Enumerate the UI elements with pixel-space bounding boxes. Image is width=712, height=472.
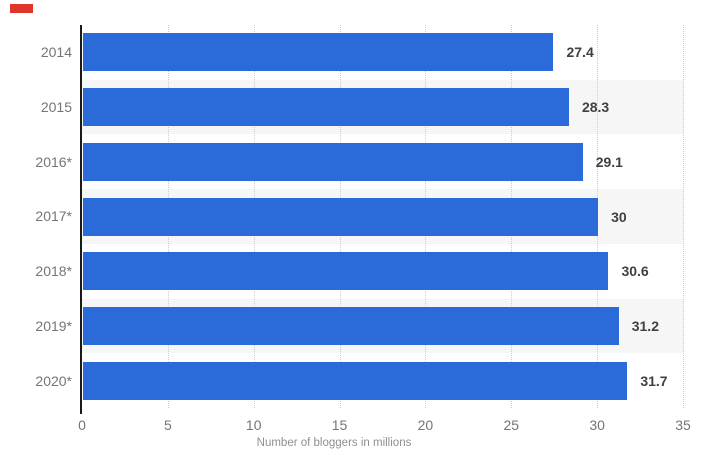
value-label: 31.2	[631, 317, 659, 334]
category-label: 2014	[40, 44, 72, 61]
x-tick-label: 30	[589, 417, 605, 433]
value-label: 29.1	[595, 153, 623, 170]
bar[interactable]	[83, 33, 554, 72]
x-tick-label: 35	[675, 417, 691, 433]
bar[interactable]	[83, 88, 569, 127]
red-marker	[10, 4, 33, 13]
x-tick-label: 25	[503, 417, 520, 433]
value-label: 28.3	[581, 99, 610, 116]
category-label: 2020*	[35, 372, 72, 389]
bar[interactable]	[83, 252, 609, 291]
category-label: 2016*	[35, 153, 72, 170]
bar[interactable]	[83, 306, 619, 345]
plot-area: 2020* 2019* 2018* 2017* 2016* 2015 2014 Number…	[35, 25, 691, 449]
x-tick-label: 10	[245, 417, 262, 433]
value-label: 30	[611, 208, 627, 225]
value-label: 31.7	[640, 372, 668, 389]
gridline	[683, 25, 684, 408]
bar[interactable]	[83, 361, 628, 400]
bar[interactable]	[83, 197, 599, 236]
category-label: 2019*	[35, 317, 72, 334]
y-axis-line	[80, 25, 82, 414]
category-label: 2018*	[35, 263, 72, 280]
category-label: 2015	[40, 99, 72, 116]
bar[interactable]	[83, 142, 583, 181]
x-tick-label: 20	[417, 417, 434, 433]
x-tick-label: 5	[163, 417, 172, 433]
category-label: 2017*	[35, 208, 72, 225]
x-tick-label: 0	[78, 417, 86, 433]
value-label: 27.4	[566, 44, 594, 61]
x-tick-label: 15	[331, 417, 348, 433]
x-axis-label: Number of bloggers in millions	[256, 437, 412, 449]
value-label: 30.6	[621, 263, 649, 280]
